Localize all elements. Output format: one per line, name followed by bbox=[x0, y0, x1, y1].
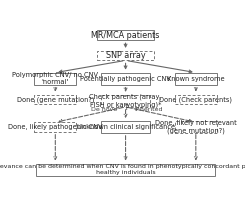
Text: Known syndrome: Known syndrome bbox=[167, 76, 225, 82]
Bar bbox=[101, 73, 150, 85]
Text: Unknown clinical significance: Unknown clinical significance bbox=[76, 124, 175, 130]
Bar bbox=[175, 73, 217, 85]
Bar bbox=[34, 95, 76, 104]
Bar bbox=[34, 122, 76, 132]
Text: Check parents (array,
FISH or karyotyping)*: Check parents (array, FISH or karyotypin… bbox=[89, 94, 162, 108]
Bar bbox=[97, 30, 154, 40]
Text: MR/MCA patients: MR/MCA patients bbox=[91, 30, 160, 40]
Text: Done, likely pathogenic CNV: Done, likely pathogenic CNV bbox=[8, 124, 103, 130]
Bar bbox=[101, 95, 150, 107]
Text: Inherited: Inherited bbox=[134, 107, 163, 112]
Text: Done (Check parents): Done (Check parents) bbox=[159, 96, 232, 103]
Bar bbox=[34, 73, 76, 85]
Text: Done (gene mutation?): Done (gene mutation?) bbox=[17, 96, 94, 103]
Bar bbox=[97, 51, 154, 60]
Text: SNP array: SNP array bbox=[106, 51, 145, 60]
Bar bbox=[175, 121, 217, 133]
Text: ↑: ↑ bbox=[122, 103, 129, 112]
Text: De novo: De novo bbox=[91, 107, 117, 112]
Text: Clinical relevance can be determined when CNV is found in phenotypically concord: Clinical relevance can be determined whe… bbox=[0, 164, 245, 176]
Bar bbox=[101, 121, 150, 133]
Text: Polymorphic CNV/ no CNV
'normal': Polymorphic CNV/ no CNV 'normal' bbox=[12, 72, 98, 85]
Text: Potentially pathogenic CNV: Potentially pathogenic CNV bbox=[80, 76, 171, 82]
Bar bbox=[175, 95, 217, 104]
Text: Done, likely not relevant
(gene mutation?): Done, likely not relevant (gene mutation… bbox=[155, 120, 237, 134]
Bar bbox=[36, 164, 215, 176]
